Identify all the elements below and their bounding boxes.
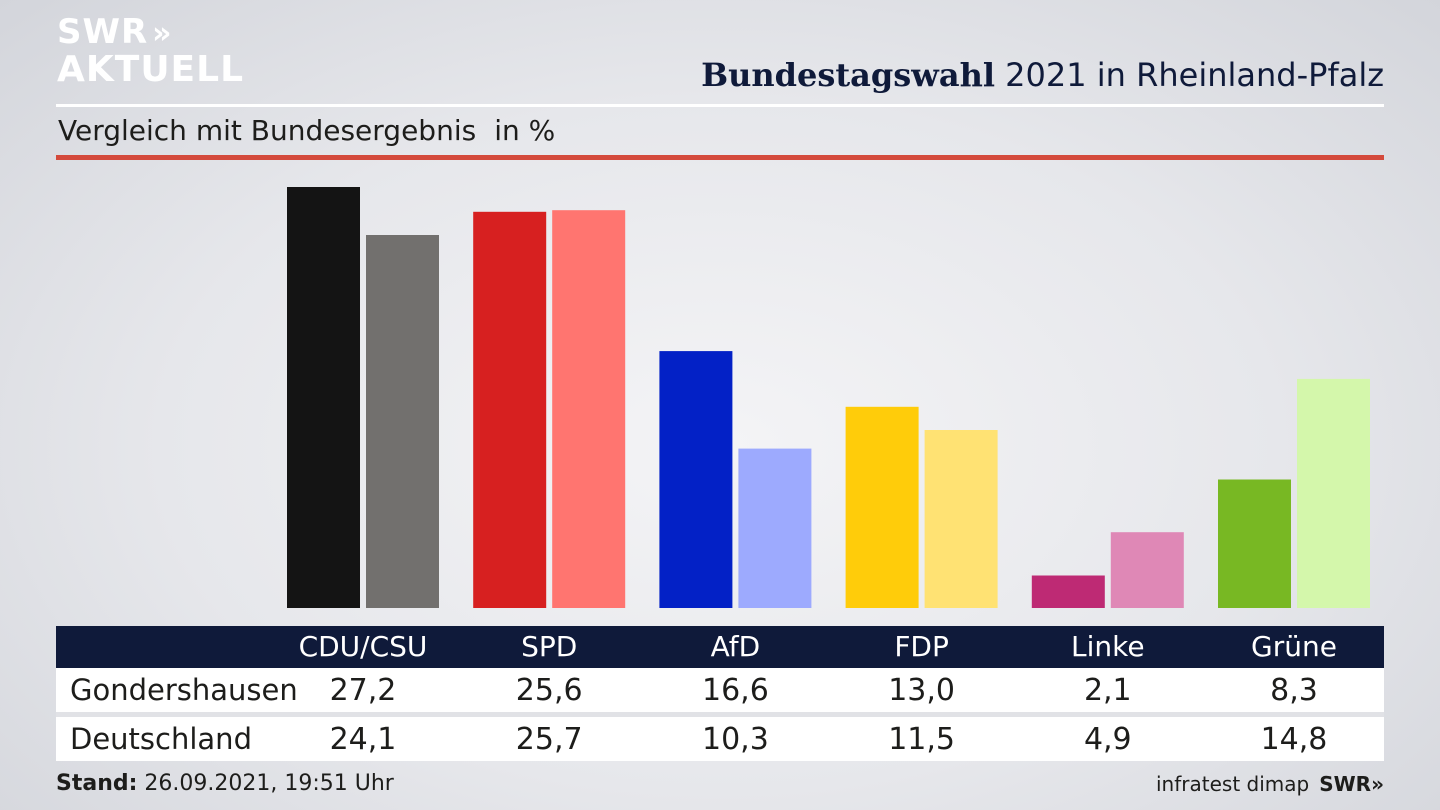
table-cell: 25,6 (515, 673, 583, 708)
swr-footer-logo: SWR» (1319, 772, 1384, 796)
table-row: Gondershausen 27,2 25,6 16,6 13,0 2,1 8,3 (56, 668, 1384, 712)
timestamp: Stand: 26.09.2021, 19:51 Uhr (56, 771, 394, 796)
source-credit: infratest dimap SWR» (1156, 772, 1384, 796)
chart-subtitle: Vergleich mit Bundesergebnis in % (58, 114, 556, 147)
bar-spd-local (473, 211, 547, 609)
table-cell: 14,8 (1260, 722, 1328, 757)
table-cell: 16,6 (701, 673, 769, 708)
table-cell: 11,5 (888, 722, 955, 757)
column-header: FDP (894, 630, 949, 663)
unit-label: in % (494, 114, 556, 147)
table-cell: 10,3 (701, 722, 769, 757)
chart-title: Bundestagswahl 2021 in Rheinland-Pfalz (701, 56, 1384, 94)
table-cell: 27,2 (329, 673, 397, 708)
title-divider (56, 104, 1384, 107)
table-cell: 24,1 (329, 722, 397, 757)
logo-text-aktuell: AKTUELL (57, 49, 245, 90)
swr-aktuell-logo: SWR» AKTUELL (57, 14, 244, 88)
bar-fdp-local (845, 406, 919, 608)
column-header: SPD (521, 630, 578, 663)
bar-linke-local (1031, 575, 1105, 608)
column-header: CDU/CSU (298, 630, 428, 663)
bar-gr-ne-national (1297, 378, 1370, 608)
table-row-divider (56, 712, 1384, 717)
bar-afd-national (738, 448, 812, 608)
bar-cdu-csu-local (287, 187, 360, 608)
table-cell: 2,1 (1083, 673, 1132, 708)
table-cell: 8,3 (1270, 673, 1318, 708)
bar-spd-national (552, 210, 626, 608)
bar-linke-national (1110, 532, 1184, 608)
table-cell: 4,9 (1083, 722, 1132, 757)
row-label: Deutschland (70, 722, 252, 756)
bar-cdu-csu-national (366, 235, 439, 608)
accent-divider (56, 155, 1384, 160)
column-header: Linke (1071, 630, 1145, 663)
bar-gr-ne-local (1218, 479, 1291, 608)
table-row: Deutschland 24,1 25,7 10,3 11,5 4,9 14,8 (56, 717, 1384, 761)
table-header: CDU/CSU SPD AfD FDP Linke Grüne (56, 626, 1384, 668)
row-label: Gondershausen (70, 673, 298, 707)
logo-text-swr: SWR» (57, 12, 172, 52)
column-header: AfD (710, 630, 761, 663)
table-cell: 25,7 (515, 722, 583, 757)
table-cell: 13,0 (888, 673, 955, 708)
bar-chart (287, 187, 1370, 609)
column-header: Grüne (1251, 630, 1337, 663)
bar-afd-local (659, 351, 733, 608)
bar-fdp-national (924, 430, 998, 608)
